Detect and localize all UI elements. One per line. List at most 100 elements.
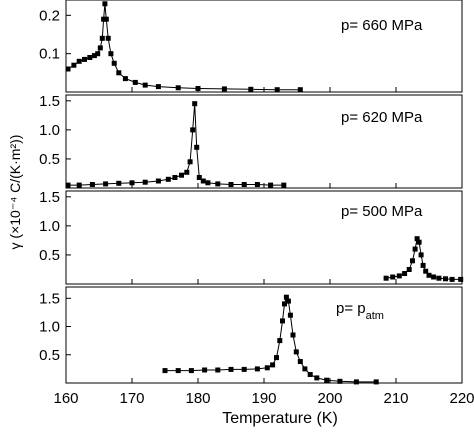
data-point bbox=[285, 298, 291, 304]
data-point bbox=[248, 86, 254, 92]
data-point bbox=[297, 87, 303, 93]
data-point bbox=[418, 252, 424, 258]
x-tick-label: 160 bbox=[53, 390, 78, 407]
y-tick-label: 1.5 bbox=[39, 189, 60, 206]
data-point bbox=[410, 258, 415, 264]
data-point bbox=[297, 359, 303, 364]
data-point bbox=[116, 70, 122, 76]
y-tick-label: 0.5 bbox=[39, 247, 60, 264]
data-point bbox=[282, 301, 287, 307]
x-tick-label: 210 bbox=[383, 390, 408, 407]
data-point bbox=[103, 16, 109, 22]
data-point bbox=[383, 275, 389, 281]
data-point bbox=[337, 378, 343, 384]
data-point bbox=[155, 84, 161, 90]
data-point bbox=[416, 239, 422, 245]
data-point bbox=[65, 66, 71, 72]
data-point bbox=[277, 338, 283, 344]
data-point bbox=[65, 182, 71, 188]
data-point bbox=[205, 180, 211, 186]
y-tick-label: 0.2 bbox=[39, 7, 60, 24]
x-axis-title: Temperature (K) bbox=[222, 410, 338, 427]
data-point bbox=[187, 159, 193, 165]
y-tick-label: 1.0 bbox=[39, 122, 60, 139]
data-point bbox=[274, 87, 280, 93]
data-point bbox=[302, 366, 308, 372]
data-point bbox=[307, 372, 313, 377]
data-point bbox=[200, 178, 206, 184]
panel-2: 0.5 1.0 1.5 p= 620 MPa bbox=[39, 93, 463, 189]
y-tick-label: 0.5 bbox=[39, 151, 60, 168]
data-point bbox=[402, 271, 408, 276]
data-point bbox=[179, 172, 184, 178]
pressure-label: p= 500 MPa bbox=[341, 203, 423, 220]
data-point bbox=[132, 79, 138, 85]
data-point bbox=[101, 16, 107, 22]
panels: 0.1 0.2 p= 660 MPa 0.5 1.0 1.5 p= 620 MPa 0.5 1.… bbox=[39, 0, 474, 407]
x-tick-label: 200 bbox=[317, 390, 342, 407]
x-tick-label: 180 bbox=[185, 390, 210, 407]
data-point bbox=[293, 349, 299, 355]
data-point bbox=[287, 312, 293, 318]
data-point bbox=[102, 1, 108, 7]
data-point bbox=[283, 294, 289, 300]
y-tick-label: 0.1 bbox=[39, 46, 60, 63]
data-point bbox=[228, 182, 234, 187]
data-point bbox=[97, 45, 103, 51]
data-point bbox=[449, 276, 455, 282]
data-point bbox=[116, 180, 122, 186]
pressure-label: p= 660 MPa bbox=[341, 17, 423, 34]
panel-4: 0.5 1.0 1.5 160 170 180 190 200 210 220 p= patm bbox=[39, 286, 474, 407]
x-tick-label: 170 bbox=[119, 390, 144, 407]
data-point bbox=[129, 180, 135, 186]
data-point bbox=[190, 127, 196, 133]
data-point bbox=[194, 144, 200, 150]
data-point bbox=[105, 35, 111, 41]
data-point bbox=[108, 51, 114, 57]
data-point bbox=[103, 181, 109, 187]
data-point bbox=[254, 366, 260, 372]
data-point bbox=[192, 101, 198, 107]
data-point bbox=[165, 176, 171, 182]
data-point bbox=[184, 169, 190, 175]
data-point bbox=[175, 368, 181, 374]
data-point bbox=[155, 178, 161, 184]
series-line bbox=[67, 3, 301, 91]
x-tick-label: 190 bbox=[251, 390, 276, 407]
data-point bbox=[91, 53, 97, 59]
data-point bbox=[268, 182, 274, 188]
data-point bbox=[406, 267, 412, 272]
data-point bbox=[162, 368, 168, 374]
data-point bbox=[195, 86, 201, 91]
data-point bbox=[215, 181, 221, 187]
panel-1: 0.1 0.2 p= 660 MPa bbox=[39, 0, 463, 93]
y-axis-title: γ (×10⁻⁴ C/(K·m²)) bbox=[7, 135, 23, 250]
panel-3: 0.5 1.0 1.5 p= 500 MPa bbox=[39, 189, 464, 285]
y-tick-label: 0.5 bbox=[39, 347, 60, 364]
data-point bbox=[290, 332, 296, 338]
data-point bbox=[175, 85, 181, 91]
data-point bbox=[254, 182, 260, 187]
data-point bbox=[89, 182, 95, 187]
y-tick-label: 1.0 bbox=[39, 319, 60, 336]
data-point bbox=[215, 367, 221, 373]
data-point bbox=[443, 276, 448, 282]
data-point bbox=[458, 276, 464, 282]
data-point bbox=[436, 275, 442, 281]
data-point bbox=[188, 368, 194, 374]
data-point bbox=[431, 274, 437, 280]
data-point bbox=[270, 362, 276, 368]
data-point bbox=[423, 268, 429, 274]
data-point bbox=[390, 274, 396, 280]
data-point bbox=[414, 236, 420, 242]
data-point bbox=[71, 62, 77, 68]
data-point bbox=[314, 375, 320, 381]
data-point bbox=[172, 175, 178, 180]
pressure-label: p= patm bbox=[336, 300, 384, 322]
y-tick-label: 1.5 bbox=[39, 290, 60, 307]
data-point bbox=[95, 51, 101, 57]
data-point bbox=[202, 367, 208, 373]
data-point bbox=[87, 55, 93, 60]
y-tick-label: 1.0 bbox=[39, 218, 60, 235]
